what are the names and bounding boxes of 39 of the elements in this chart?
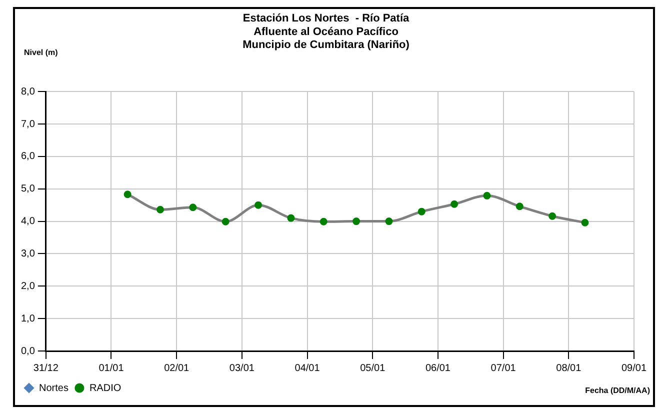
y-tick-label: 3,0	[20, 248, 36, 260]
x-tick-label: 04/01	[294, 362, 320, 374]
y-tick-label: 8,0	[20, 86, 36, 98]
point	[581, 218, 589, 226]
legend-label: Nortes	[39, 382, 68, 394]
point	[352, 218, 360, 226]
chart-title: Estación Los Nortes - Río Patía Afluente al Océano Pacífico Muncipio de Cumbitara (Nariño)	[242, 12, 410, 52]
x-tick-label: 08/01	[556, 362, 582, 374]
y-tick-label: 0,0	[20, 346, 36, 357]
x-tick-label: 09/01	[621, 362, 647, 374]
x-tick-label: 05/01	[360, 362, 386, 374]
point	[254, 201, 262, 209]
x-tick-label: 02/01	[164, 362, 190, 374]
y-tick-label: 6,0	[20, 151, 36, 162]
legend-label: RADIO	[89, 382, 122, 394]
point	[450, 200, 458, 208]
y-tick-label: 7,0	[20, 118, 36, 130]
point	[320, 218, 328, 226]
x-tick-label: 06/01	[425, 362, 451, 374]
y-tick-label: 4,0	[20, 216, 36, 228]
x-tick-label: 31/12	[33, 362, 59, 374]
point	[222, 218, 230, 226]
point	[189, 204, 197, 212]
point	[385, 218, 393, 226]
point	[124, 190, 132, 198]
point	[516, 202, 524, 210]
point	[418, 208, 426, 216]
y-axis-title: Nivel (m)	[24, 48, 58, 57]
point	[483, 192, 491, 200]
y-tick-label: 2,0	[20, 280, 36, 292]
point	[287, 214, 295, 222]
y-tick-label: 5,0	[20, 184, 36, 195]
x-tick-label: 01/01	[98, 362, 124, 374]
point	[156, 206, 164, 214]
x-axis-title: Fecha (DD/M/AA)	[585, 386, 650, 395]
x-tick-label: 03/01	[229, 362, 255, 374]
point	[548, 212, 556, 220]
x-tick-label: 07/01	[490, 362, 516, 374]
y-tick-label: 1,0	[20, 313, 36, 324]
